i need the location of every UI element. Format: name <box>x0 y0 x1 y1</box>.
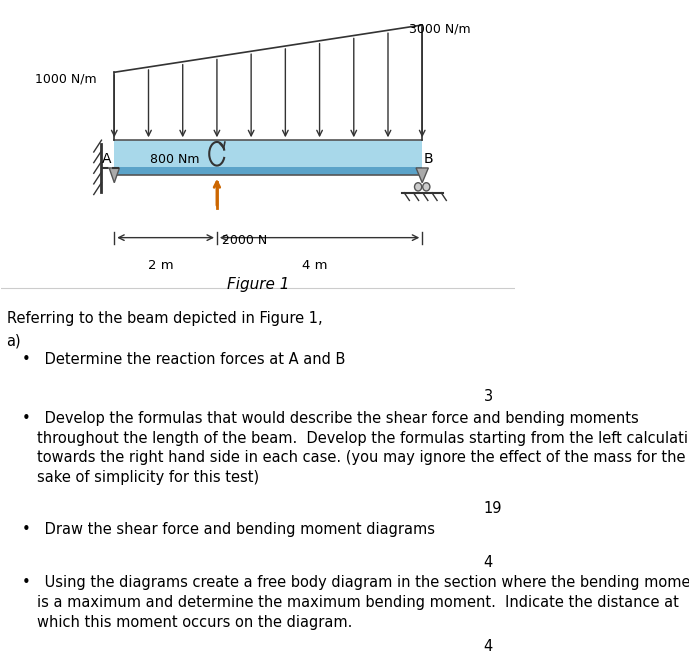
Polygon shape <box>114 140 422 167</box>
Text: 4 m: 4 m <box>302 259 327 272</box>
Text: Referring to the beam depicted in Figure 1,: Referring to the beam depicted in Figure… <box>6 312 322 327</box>
Polygon shape <box>416 168 429 183</box>
Text: 2000 N: 2000 N <box>222 234 267 247</box>
Text: 2 m: 2 m <box>147 259 174 272</box>
Text: 4: 4 <box>484 639 493 652</box>
Circle shape <box>423 183 430 191</box>
Text: Figure 1: Figure 1 <box>227 277 289 292</box>
Text: B: B <box>424 152 433 166</box>
Circle shape <box>415 183 422 191</box>
Text: is a maximum and determine the maximum bending moment.  Indicate the distance at: is a maximum and determine the maximum b… <box>37 595 679 610</box>
Text: 3: 3 <box>484 389 493 404</box>
Text: 1000 N/m: 1000 N/m <box>34 72 96 85</box>
Polygon shape <box>114 167 422 175</box>
Text: a): a) <box>6 333 21 348</box>
Text: throughout the length of the beam.  Develop the formulas starting from the left : throughout the length of the beam. Devel… <box>37 430 689 445</box>
Text: which this moment occurs on the diagram.: which this moment occurs on the diagram. <box>37 615 353 630</box>
Text: 4: 4 <box>484 555 493 570</box>
Text: •   Draw the shear force and bending moment diagrams: • Draw the shear force and bending momen… <box>22 522 435 537</box>
Text: •   Develop the formulas that would describe the shear force and bending moments: • Develop the formulas that would descri… <box>22 411 639 426</box>
Text: 19: 19 <box>484 501 502 516</box>
Text: 800 Nm: 800 Nm <box>150 153 200 166</box>
Polygon shape <box>109 168 119 183</box>
Text: •   Using the diagrams create a free body diagram in the section where the bendi: • Using the diagrams create a free body … <box>22 575 689 590</box>
Text: towards the right hand side in each case. (you may ignore the effect of the mass: towards the right hand side in each case… <box>37 451 686 466</box>
Text: A: A <box>102 152 112 166</box>
Text: 3000 N/m: 3000 N/m <box>409 23 471 36</box>
Text: sake of simplicity for this test): sake of simplicity for this test) <box>37 470 260 485</box>
Text: •   Determine the reaction forces at A and B: • Determine the reaction forces at A and… <box>22 352 345 367</box>
